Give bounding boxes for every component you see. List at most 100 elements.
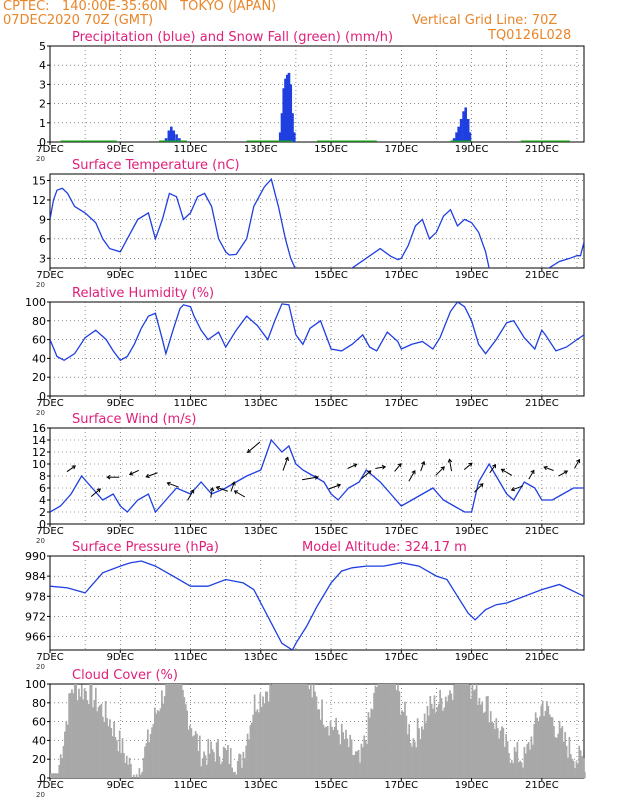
wind-arrow-head <box>479 483 484 488</box>
cloud-bar <box>336 729 339 778</box>
cloud-bar <box>215 742 218 778</box>
wind-arrow-shaft <box>210 487 213 498</box>
cloud-bar <box>359 762 361 778</box>
ytick-label: 1 <box>39 117 46 130</box>
cloud-bar <box>106 718 108 778</box>
precip-bar <box>468 132 472 142</box>
cloud-bar <box>477 704 479 778</box>
cloud-bar <box>279 684 281 778</box>
cloud-bar <box>182 689 184 778</box>
cloud-bar <box>59 754 62 778</box>
cloud-bar <box>492 722 495 778</box>
ytick-label: 80 <box>32 697 46 710</box>
wind-arrow-shaft <box>420 461 425 472</box>
pressure-line <box>50 560 584 650</box>
cloud-bar <box>373 692 375 778</box>
cloud-bar <box>76 700 79 778</box>
cloud-bar <box>399 714 402 778</box>
precip-bar <box>452 138 456 142</box>
cloud-bar <box>130 764 132 778</box>
cloud-bar <box>163 696 166 778</box>
cloud-bar <box>390 684 392 778</box>
cloud-bar <box>512 763 515 778</box>
cloud-bar <box>162 703 165 778</box>
ytick-label: 0 <box>39 772 46 785</box>
cloud-bar <box>86 700 89 778</box>
cloud-bar <box>513 747 516 778</box>
cloud-series <box>50 684 586 778</box>
cloud-bar <box>241 767 243 778</box>
xtick-label: 9DEC <box>107 144 134 155</box>
cloud-bar <box>253 694 256 778</box>
cloud-bar <box>156 710 159 778</box>
cloud-bar <box>430 703 433 778</box>
cloud-bar <box>442 710 444 778</box>
cloud-bar <box>238 753 241 778</box>
cloud-bar <box>360 743 363 778</box>
wind-arrow-shaft <box>435 466 445 476</box>
wind-arrow-head <box>367 470 372 475</box>
cloud-bar <box>231 767 233 778</box>
cloud-bar <box>331 726 333 778</box>
precip-bar <box>164 138 168 142</box>
wind-arrow-shaft <box>302 476 318 481</box>
cloud-bar <box>557 733 560 778</box>
ytick-label: 2 <box>39 98 46 111</box>
cloud-bar <box>61 758 63 778</box>
cloud-bar <box>506 741 509 778</box>
cloud-bar <box>418 728 420 778</box>
cloud-bar <box>307 685 309 778</box>
cloud-bar <box>270 684 273 778</box>
xtick-label: 7DEC <box>36 780 63 791</box>
cloud-bar <box>317 709 319 778</box>
cloud-bar <box>318 709 321 778</box>
wind-arrow-head <box>353 463 358 468</box>
cloud-bar <box>284 684 287 778</box>
wind-arrow-head <box>397 463 402 468</box>
xtick-label: 17DEC <box>384 652 418 663</box>
cloud-bar <box>435 712 437 778</box>
cloud-bar <box>283 684 285 778</box>
cloud-bar <box>416 718 419 778</box>
wind-arrow-shaft <box>247 441 261 453</box>
cloud-bar <box>472 690 475 778</box>
cloud-bar <box>444 696 447 778</box>
wind-arrow-head <box>421 460 426 466</box>
cloud-bar <box>338 734 340 778</box>
cloud-bar <box>229 747 232 778</box>
precip-bar <box>464 107 468 142</box>
cloud-bar <box>234 771 236 778</box>
cloud-bar <box>339 744 342 778</box>
xtick-label: 7DEC <box>36 398 63 409</box>
xtick-label: 9DEC <box>107 526 134 537</box>
cloud-bar <box>263 703 266 778</box>
cloud-bar <box>450 693 453 778</box>
year-stub: 20 <box>36 663 45 671</box>
cloud-bar <box>461 684 464 778</box>
cloud-bar <box>536 717 538 778</box>
cloud-bar <box>175 684 177 778</box>
xtick-label: 21DEC <box>525 526 559 537</box>
cloud-bar <box>139 774 142 778</box>
cloud-bar <box>217 739 219 778</box>
cloud-bar <box>96 711 99 778</box>
cloud-bar <box>420 726 423 778</box>
xtick-label: 19DEC <box>455 270 489 281</box>
cloud-bar <box>194 731 197 778</box>
cloud-bar <box>309 684 312 778</box>
cloud-bar <box>397 684 399 778</box>
cloud-bar <box>203 751 205 778</box>
cloud-bar <box>187 729 190 778</box>
ytick-label: 4 <box>39 59 46 72</box>
precip-bar <box>170 126 173 142</box>
precip-bar <box>175 134 178 142</box>
cloud-bar <box>411 746 413 778</box>
cloud-bar <box>460 684 463 778</box>
precip-bar <box>178 138 181 142</box>
cloud-bar <box>346 738 349 778</box>
cloud-bar <box>539 716 541 778</box>
cloud-bar <box>103 721 106 778</box>
cloud-bar <box>85 690 87 778</box>
cloud-bar <box>308 689 311 778</box>
cloud-bar <box>584 771 586 778</box>
